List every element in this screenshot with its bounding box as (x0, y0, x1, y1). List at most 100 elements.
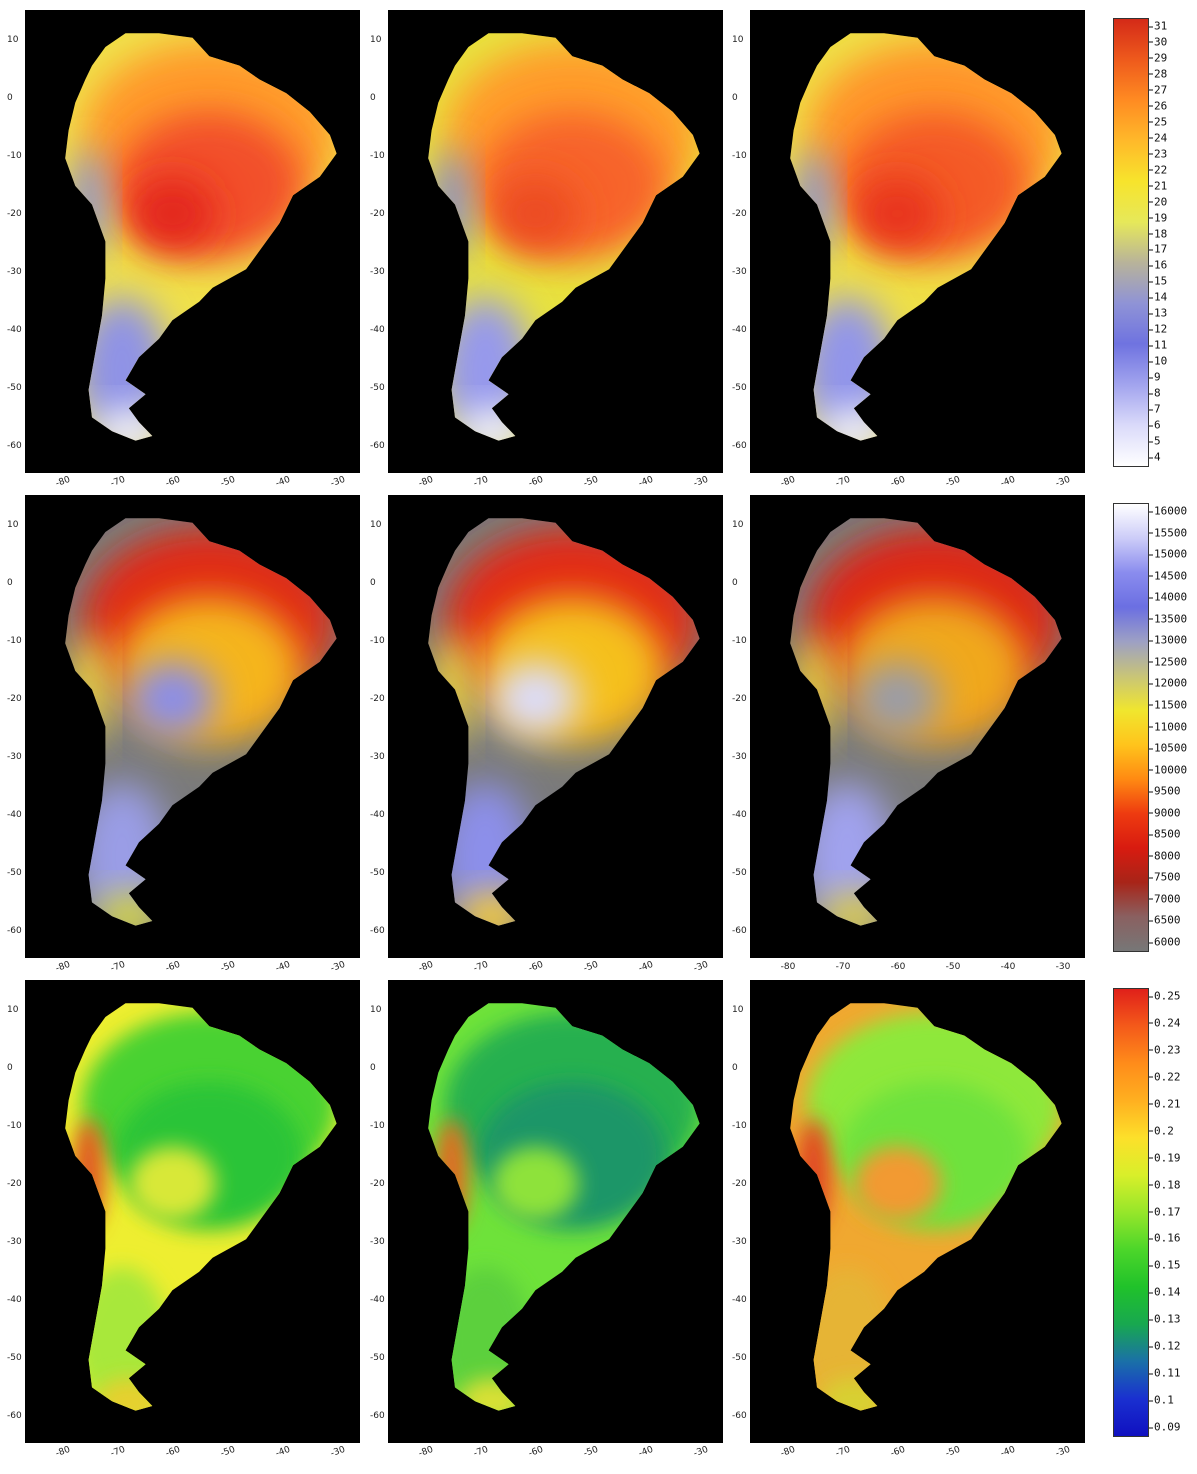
colorbar-tick-label: 0.22 (1149, 1070, 1181, 1083)
y-tick-label: -30 (7, 752, 22, 762)
x-tick-label: -70 (472, 474, 490, 490)
continent-fill (428, 1003, 700, 1411)
continent-map (428, 33, 700, 441)
colorbar-tick-label: 15500 (1149, 526, 1187, 539)
region-andes (71, 148, 106, 261)
continent-map (65, 518, 337, 926)
region-core (491, 176, 579, 251)
y-tick-label: -10 (370, 636, 385, 646)
x-tick-label: -50 (945, 962, 961, 972)
map-panel (25, 980, 360, 1443)
colorbar-tick-label: 30 (1149, 35, 1167, 48)
y-tick-label: -50 (7, 383, 22, 393)
continent-fill (65, 518, 337, 926)
x-tick-label: -30 (692, 474, 710, 490)
region-andes (434, 148, 469, 261)
continent-fill (65, 1003, 337, 1411)
x-tick-label: -60 (164, 959, 182, 975)
y-tick-label: -30 (7, 267, 22, 277)
colorbar-tick-label: 0.17 (1149, 1205, 1181, 1218)
map-panel (750, 495, 1085, 958)
y-tick-label: -60 (370, 926, 385, 936)
colorbar-tick-label: 11000 (1149, 720, 1187, 733)
y-tick-label: -60 (7, 926, 22, 936)
y-tick-label: -20 (370, 209, 385, 219)
colorbar-tick-label: 6500 (1149, 914, 1181, 927)
colorbar-tick-label: 4 (1149, 451, 1161, 464)
colorbar-tick-label: 16000 (1149, 505, 1187, 518)
y-tick-label: 10 (7, 1005, 19, 1015)
colorbar-tick-label: 0.13 (1149, 1313, 1181, 1326)
region-andes (796, 633, 831, 746)
colorbar-tick-label: 31 (1149, 20, 1167, 33)
region-core (128, 661, 216, 736)
colorbar-tick-label: 9 (1149, 371, 1161, 384)
x-tick-label: -80 (417, 959, 435, 975)
x-tick-label: -30 (692, 1444, 710, 1460)
y-tick-label: -60 (370, 441, 385, 451)
colorbar-tick-label: 19 (1149, 211, 1167, 224)
region-andes (434, 633, 469, 746)
y-tick-label: -40 (370, 1295, 385, 1305)
colorbar-tick-label: 0.12 (1149, 1340, 1181, 1353)
colorbar-tick-label: 0.09 (1149, 1421, 1181, 1434)
map-panel (388, 10, 723, 473)
y-tick-label: 10 (7, 35, 19, 45)
colorbar-tick-label: 0.2 (1149, 1124, 1174, 1137)
map-panel (388, 495, 723, 958)
region-tip (820, 893, 888, 926)
colorbar (1113, 503, 1149, 952)
continent-fill (790, 518, 1062, 926)
x-tick-label: -80 (780, 962, 796, 972)
y-tick-label: -20 (370, 1179, 385, 1189)
map-panel (388, 980, 723, 1443)
region-tip (95, 893, 163, 926)
y-tick-label: -20 (370, 694, 385, 704)
x-tick-label: -60 (889, 1444, 907, 1460)
map-panel (750, 980, 1085, 1443)
continent-fill (65, 33, 337, 441)
y-tick-label: -60 (7, 441, 22, 451)
region-andes (796, 1118, 831, 1231)
y-tick-label: 10 (732, 35, 744, 45)
x-tick-label: -40 (637, 959, 655, 975)
x-tick-label: -40 (999, 1444, 1017, 1460)
colorbar-tick-label: 26 (1149, 99, 1167, 112)
y-tick-label: 0 (7, 93, 13, 103)
y-tick-label: 10 (370, 520, 382, 530)
x-tick-label: -70 (109, 474, 127, 490)
y-tick-label: 0 (7, 578, 13, 588)
colorbar (1113, 18, 1149, 467)
colorbar-tick-label: 0.11 (1149, 1367, 1181, 1380)
y-tick-label: 10 (7, 520, 19, 530)
y-tick-label: -20 (7, 1179, 22, 1189)
colorbar-tick-label: 13 (1149, 307, 1167, 320)
y-tick-label: -40 (732, 810, 747, 820)
x-tick-label: -30 (1054, 1444, 1072, 1460)
colorbar-tick-label: 0.23 (1149, 1043, 1181, 1056)
continent-map (790, 518, 1062, 926)
colorbar-tick-label: 28 (1149, 67, 1167, 80)
continent-map (428, 518, 700, 926)
x-tick-label: -60 (890, 962, 906, 972)
colorbar-tick-label: 0.16 (1149, 1232, 1181, 1245)
y-tick-label: -40 (732, 1295, 747, 1305)
colorbar-tick-label: 24 (1149, 131, 1167, 144)
colorbar-tick-label: 0.15 (1149, 1259, 1181, 1272)
y-tick-label: -60 (7, 1411, 22, 1421)
x-tick-label: -40 (1000, 962, 1016, 972)
y-tick-label: -20 (732, 694, 747, 704)
y-tick-label: -30 (370, 267, 385, 277)
y-tick-label: -20 (732, 209, 747, 219)
x-tick-label: -30 (329, 474, 347, 490)
y-tick-label: -50 (370, 1353, 385, 1363)
x-tick-label: -30 (1054, 474, 1072, 490)
x-tick-label: -30 (329, 1444, 347, 1460)
y-tick-label: -10 (370, 151, 385, 161)
colorbar-tick-label: 5 (1149, 435, 1161, 448)
colorbar-tick-label: 14000 (1149, 591, 1187, 604)
y-tick-label: -40 (7, 810, 22, 820)
y-tick-label: -20 (732, 1179, 747, 1189)
region-tip (458, 1378, 526, 1411)
y-tick-label: -40 (732, 325, 747, 335)
